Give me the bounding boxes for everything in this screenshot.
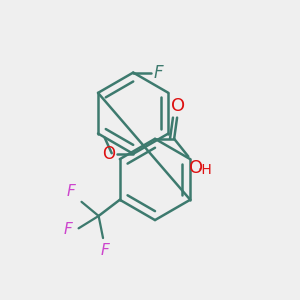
Text: F: F [66, 184, 75, 200]
Text: O: O [103, 145, 116, 163]
Text: F: F [63, 222, 72, 237]
Text: O: O [171, 97, 185, 115]
Text: ·H: ·H [197, 163, 212, 177]
Text: O: O [189, 159, 203, 177]
Text: F: F [154, 64, 164, 82]
Text: F: F [100, 243, 109, 258]
